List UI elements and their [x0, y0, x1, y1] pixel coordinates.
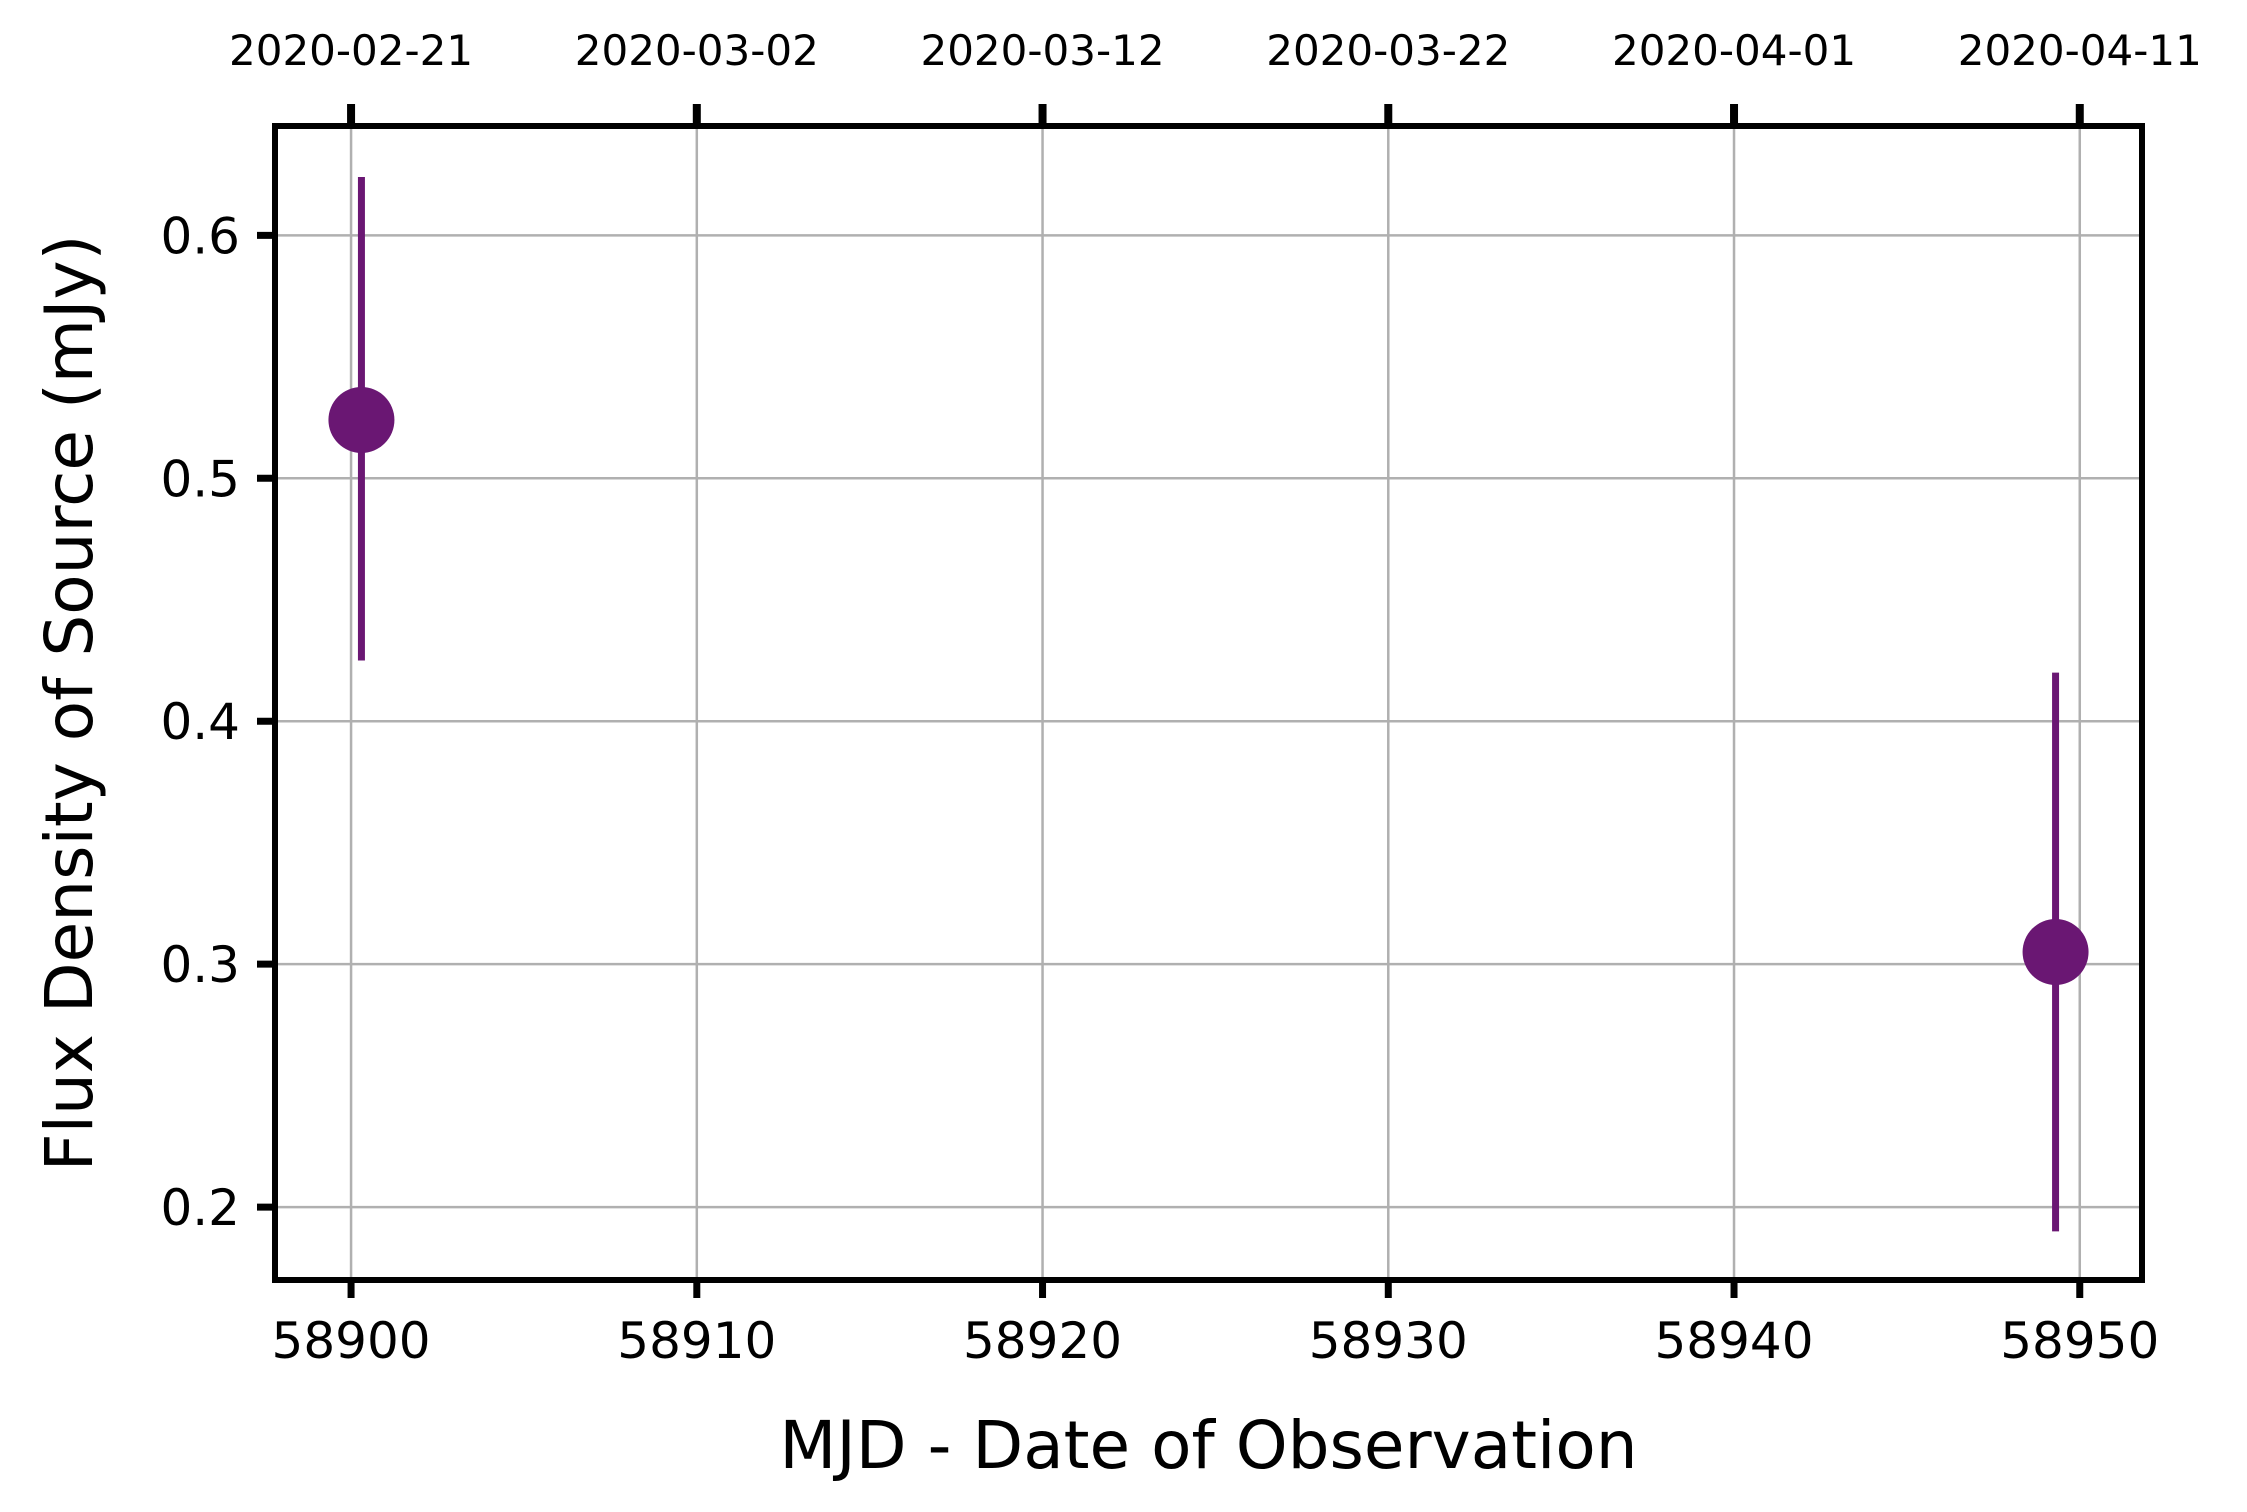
x-axis-title: MJD - Date of Observation: [779, 1407, 1637, 1484]
data-point: [2022, 919, 2089, 986]
y-axis-ticks: 0.2 0.3 0.4 0.5 0.6: [160, 207, 275, 1237]
date-tick-label: 2020-03-02: [575, 26, 819, 75]
x-tick-label: 58910: [617, 1312, 776, 1370]
data-point: [328, 386, 395, 453]
y-axis-title: Flux Density of Source (mJy): [31, 235, 108, 1172]
date-tick-label: 2020-04-01: [1612, 26, 1856, 75]
x-tick-label: 58950: [2000, 1312, 2159, 1370]
y-tick-label: 0.6: [160, 207, 240, 265]
x-axis-ticks: 58900 58910 58920 58930 58940 58950: [272, 1280, 2159, 1370]
error-bars: [357, 177, 2060, 1232]
y-tick-label: 0.5: [160, 450, 240, 508]
date-tick-label: 2020-03-22: [1266, 26, 1510, 75]
y-tick-label: 0.3: [160, 936, 240, 994]
x-tick-label: 58900: [272, 1312, 431, 1370]
date-tick-label: 2020-03-12: [920, 26, 1164, 75]
data-points: [328, 386, 2089, 986]
y-tick-label: 0.4: [160, 693, 240, 751]
y-tick-label: 0.2: [160, 1179, 240, 1237]
x-tick-label: 58930: [1309, 1312, 1468, 1370]
grid-lines: [275, 126, 2142, 1280]
x-tick-label: 58920: [963, 1312, 1122, 1370]
x-tick-label: 58940: [1654, 1312, 1813, 1370]
date-tick-label: 2020-02-21: [229, 26, 473, 75]
date-axis-ticks: 2020-02-21 2020-03-02 2020-03-12 2020-03-22…: [229, 26, 2202, 126]
plot-frame: [272, 123, 2145, 1283]
date-tick-label: 2020-04-11: [1958, 26, 2202, 75]
